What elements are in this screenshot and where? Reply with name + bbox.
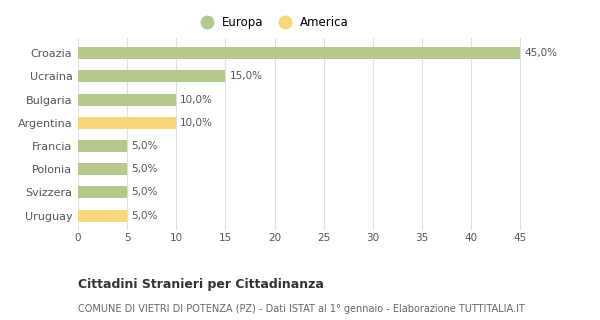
Bar [78,70,226,83]
Bar [78,140,127,152]
Text: 15,0%: 15,0% [229,71,262,81]
Text: 10,0%: 10,0% [180,95,213,105]
Text: 10,0%: 10,0% [180,118,213,128]
Bar [78,163,127,175]
Text: 5,0%: 5,0% [131,164,157,174]
Bar [78,93,176,106]
Text: 5,0%: 5,0% [131,211,157,220]
Legend: Europa, America: Europa, America [195,16,349,29]
Text: 45,0%: 45,0% [524,48,557,58]
Text: 5,0%: 5,0% [131,188,157,197]
Bar [78,47,520,59]
Bar [78,117,176,129]
Bar [78,186,127,198]
Text: Cittadini Stranieri per Cittadinanza: Cittadini Stranieri per Cittadinanza [78,278,324,292]
Bar [78,210,127,222]
Text: 5,0%: 5,0% [131,141,157,151]
Text: COMUNE DI VIETRI DI POTENZA (PZ) - Dati ISTAT al 1° gennaio - Elaborazione TUTTI: COMUNE DI VIETRI DI POTENZA (PZ) - Dati … [78,304,525,314]
